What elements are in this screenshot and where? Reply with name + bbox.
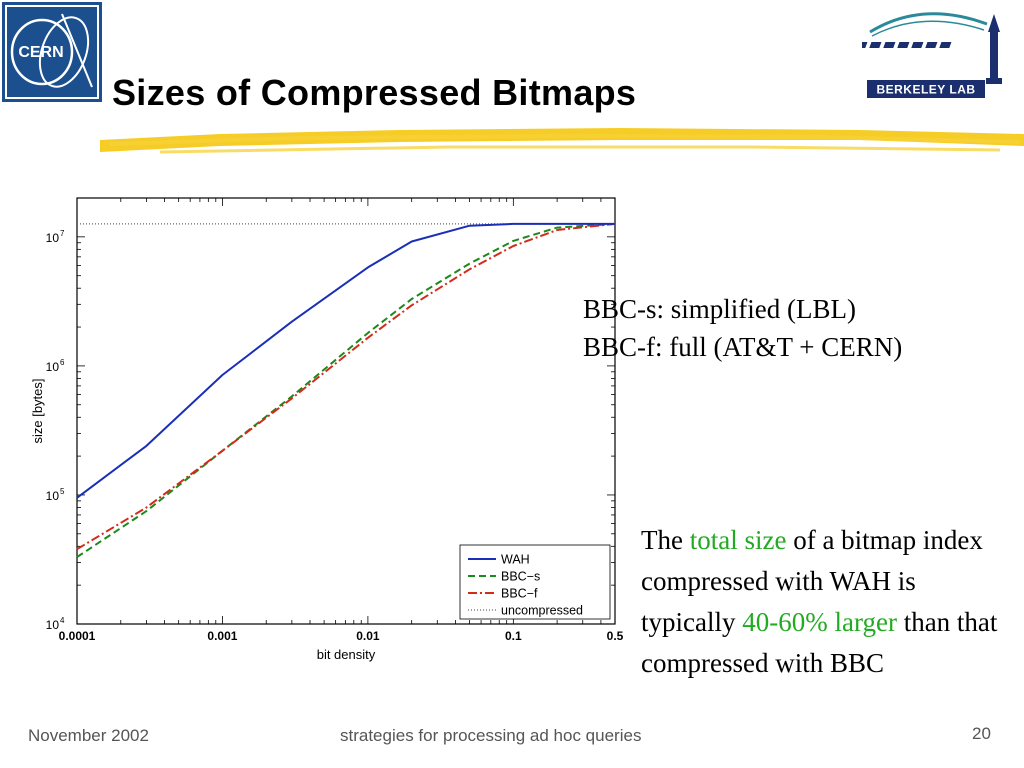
note-bbc-s: BBC-s: simplified (LBL) [583, 294, 856, 324]
summary-part-5: than that compressed with BBC [641, 607, 998, 678]
page-number: 20 [972, 724, 991, 743]
legend-label: BBC−s [501, 570, 540, 584]
chart-legend: WAH BBC−s BBC−f uncompressed [459, 544, 611, 620]
cern-logo-text: CERN [18, 44, 63, 61]
y-tick-exponent: 4 [60, 616, 65, 625]
berkeley-lab-logo-text: BERKELEY LAB [876, 83, 975, 97]
note-bbc-f: BBC-f: full (AT&T + CERN) [583, 332, 903, 362]
y-axis-label: size [bytes] [30, 378, 45, 443]
summary-text: The total size of a bitmap index compres… [641, 520, 1011, 684]
legend-label: WAH [501, 553, 530, 567]
series-line-wah [76, 222, 615, 499]
y-tick-exponent: 7 [60, 229, 65, 238]
slide-title: Sizes of Compressed Bitmaps [112, 72, 637, 113]
y-tick-label: 10 [46, 489, 60, 503]
x-axis-label: bit density [317, 647, 376, 662]
bbc-notes: BBC-s: simplified (LBL) BBC-f: full (AT&… [583, 290, 902, 366]
y-tick-label: 10 [46, 231, 60, 245]
legend-label: uncompressed [501, 604, 583, 618]
y-tick-exponent: 6 [60, 358, 65, 367]
cern-logo: CERN [2, 2, 102, 102]
summary-part-3: of a bitmap index compressed with WAH is… [641, 525, 983, 637]
summary-part-1: The [641, 525, 690, 555]
footer-date: November 2002 [28, 726, 149, 745]
y-tick-exponent: 5 [60, 487, 65, 496]
series-line-bbc-f [76, 222, 616, 551]
legend-label: BBC−f [501, 587, 538, 601]
series-line-bbc-s [76, 222, 616, 558]
y-tick-label: 10 [46, 618, 60, 632]
berkeley-lab-logo: BERKELEY LAB [862, 12, 1002, 98]
title-highlight [100, 128, 1024, 154]
legend-box [459, 544, 611, 620]
summary-emphasis-larger: 40-60% larger [742, 607, 897, 637]
x-tick-label: 0.001 [207, 629, 237, 643]
y-tick-label: 10 [46, 360, 60, 374]
x-tick-label: 0.0001 [59, 629, 96, 643]
x-tick-label: 0.5 [607, 629, 624, 643]
summary-emphasis-total-size: total size [689, 525, 787, 555]
x-tick-label: 0.01 [356, 629, 380, 643]
x-tick-label: 0.1 [505, 629, 522, 643]
footer-title: strategies for processing ad hoc queries [340, 726, 642, 745]
